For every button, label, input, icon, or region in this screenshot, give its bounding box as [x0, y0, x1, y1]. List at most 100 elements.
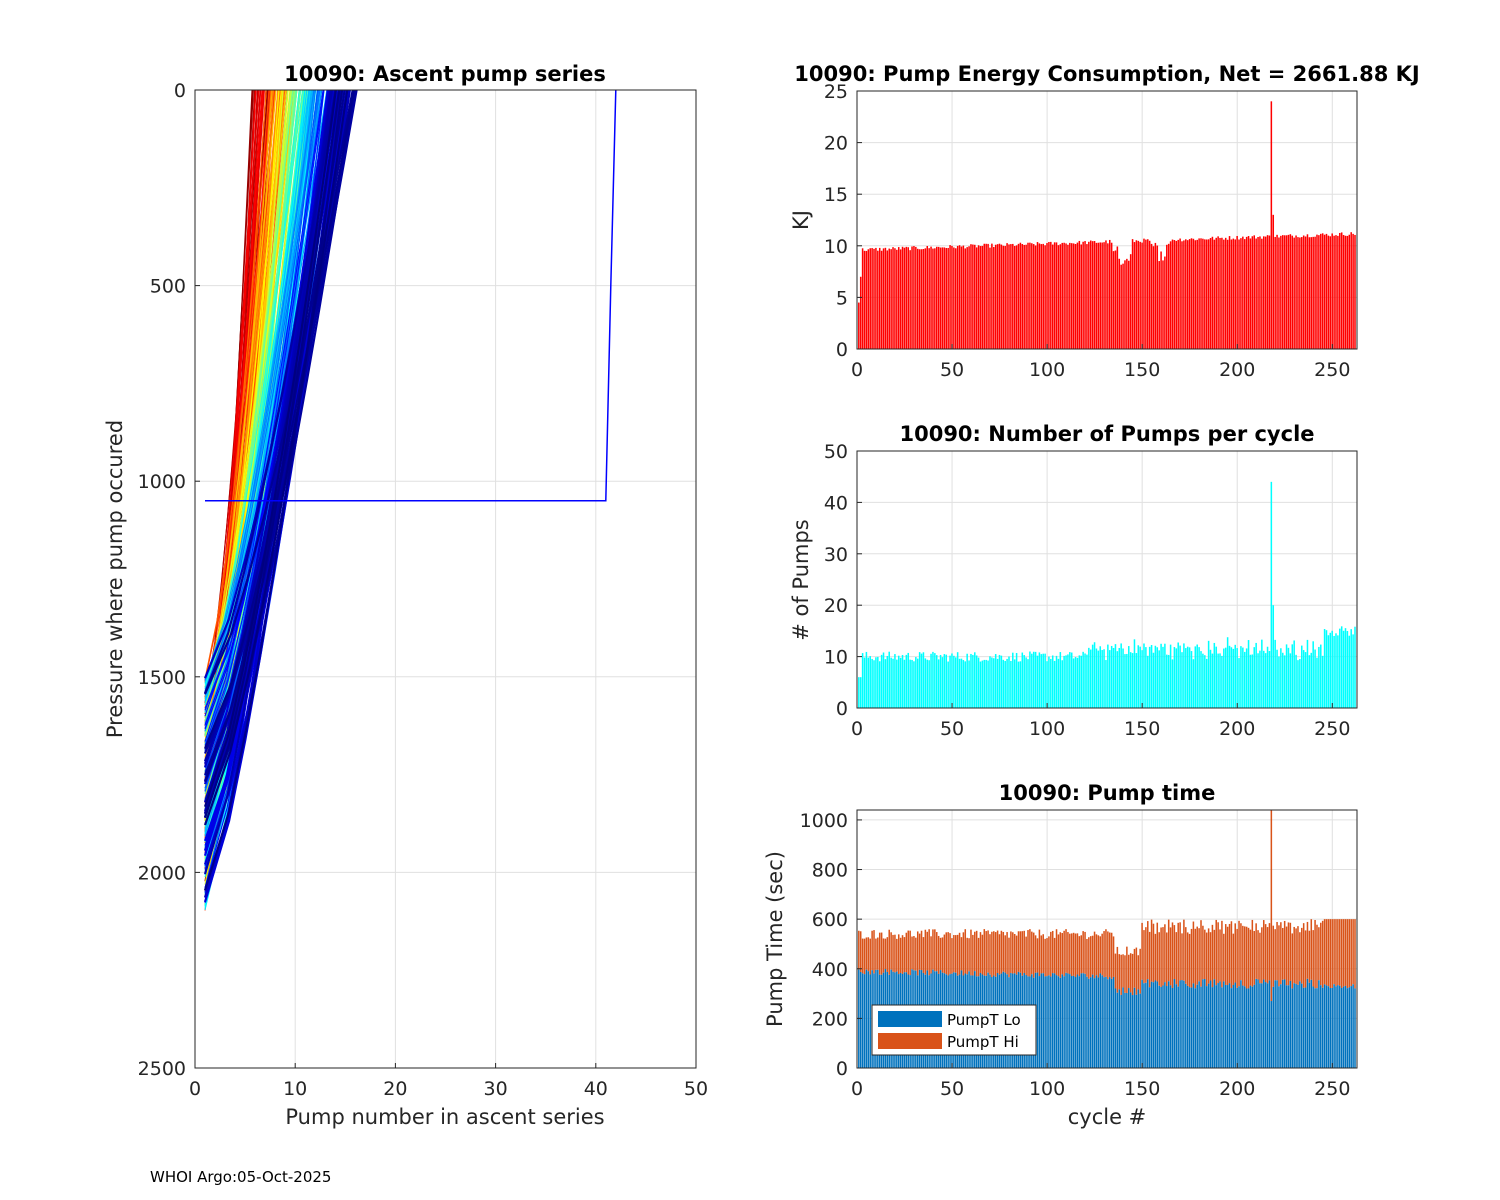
pumps-bar: [1147, 655, 1149, 708]
energy-bar: [955, 248, 957, 349]
energy-bar: [1000, 244, 1003, 349]
energy-bar: [1266, 235, 1269, 349]
energy-bar: [888, 248, 890, 349]
energy-bar: [922, 249, 925, 349]
pumps-bar: [1059, 652, 1062, 708]
pumptime-hi-bar: [935, 932, 938, 972]
pumptime-ylabel: Pump Time (sec): [763, 851, 787, 1027]
pumptime-hi-bar: [1029, 929, 1031, 977]
pumps-bar: [1259, 650, 1261, 708]
pumptime-hi-bar: [926, 931, 929, 971]
pumptime-lo-bar: [1287, 985, 1290, 1068]
energy-bar: [1032, 244, 1035, 349]
footer-stamp: WHOI Argo:05-Oct-2025: [150, 1168, 331, 1186]
energy-bar: [875, 247, 877, 349]
pumptime-lo-bar: [1164, 982, 1166, 1068]
pumptime-hi-bar: [1042, 934, 1044, 974]
energy-bar: [1002, 245, 1005, 349]
energy-bar: [1038, 243, 1041, 349]
energy-bar: [894, 248, 896, 349]
pumps-bar: [1080, 655, 1082, 708]
energy-bar: [1340, 232, 1343, 349]
pumptime-hi-bar: [1150, 919, 1153, 982]
energy-bar: [1141, 242, 1143, 349]
pumps-bar: [1337, 635, 1339, 708]
pumps-bar: [1243, 651, 1246, 708]
pumptime-hi-bar: [875, 938, 877, 970]
energy-bar: [977, 245, 980, 349]
pumps-bar: [1171, 659, 1174, 708]
pumps-bar: [1072, 658, 1075, 708]
pumps-bar: [1112, 647, 1115, 708]
pumptime-lo-bar: [1131, 995, 1134, 1068]
pumptime-lo-bar: [1196, 984, 1198, 1068]
pumptime-hi-bar: [1295, 928, 1297, 984]
pumps-bar: [985, 659, 987, 708]
pumps-bar: [1188, 647, 1191, 708]
pumps-chart: 0 50 100 150 200 250 0 10 20 30 40 50 10090: Number…: [789, 422, 1358, 740]
pumptime-lo-bar: [1086, 976, 1088, 1068]
pumps-bar: [1120, 643, 1122, 708]
energy-bar: [1103, 242, 1105, 349]
energy-bar: [1126, 258, 1128, 349]
energy-bar: [1240, 238, 1242, 349]
pumptime-hi-bar: [1147, 921, 1149, 980]
pumptime-hi-bar: [1055, 929, 1058, 976]
pumps-bar: [998, 654, 1001, 708]
energy-bar: [928, 248, 930, 349]
pumptime-lo-bar: [1101, 975, 1103, 1068]
ascent-xtick-label: 50: [684, 1078, 708, 1100]
pumptime-lo-bar: [1198, 981, 1200, 1068]
energy-bar: [1167, 243, 1170, 349]
pumptime-hi-bar: [1205, 932, 1208, 987]
legend-hi-swatch: [878, 1033, 942, 1049]
pumptime-lo-bar: [1042, 973, 1044, 1068]
pumptime-hi-bar: [977, 937, 980, 977]
energy-bar: [1169, 241, 1172, 349]
pumps-bar: [1131, 653, 1134, 708]
pumptime-lo-bar: [1040, 973, 1043, 1068]
pumptime-ytick-label: 1000: [800, 810, 848, 832]
pumptime-lo-bar: [1354, 988, 1356, 1068]
pumptime-hi-bar: [941, 937, 944, 973]
pumps-xtick-label: 250: [1314, 718, 1350, 740]
pumps-bar: [1274, 639, 1276, 708]
pumps-bar: [958, 658, 961, 708]
pumptime-hi-bar: [1323, 919, 1326, 985]
pumptime-hi-bar: [1019, 931, 1022, 973]
pumptime-hi-bar: [873, 930, 875, 974]
pumptime-hi-bar: [897, 934, 900, 975]
pumps-bar: [1301, 645, 1303, 708]
pumps-bar: [1109, 650, 1111, 708]
energy-bar: [1179, 238, 1181, 349]
energy-bar: [1204, 239, 1206, 349]
energy-ytick-label: 5: [836, 287, 848, 309]
pumptime-hi-bar: [1008, 937, 1010, 978]
pumptime-lo-bar: [1044, 976, 1046, 1068]
pumps-bar: [1032, 651, 1035, 708]
pumptime-lo-bar: [1084, 973, 1086, 1068]
energy-bar: [1272, 214, 1275, 349]
pumptime-hi-bar: [1321, 920, 1324, 988]
energy-ytick-label: 25: [824, 81, 848, 103]
pumps-bar: [882, 652, 885, 708]
pumptime-lo-bar: [1230, 988, 1233, 1068]
pumps-bar: [1289, 653, 1292, 708]
energy-bar: [1245, 236, 1248, 349]
pumptime-hi-bar: [1243, 926, 1246, 987]
pumptime-hi-bar: [1320, 922, 1322, 986]
energy-bar: [991, 243, 993, 349]
ascent-ytick-label: 1000: [138, 471, 186, 493]
pumptime-hi-bar: [1048, 936, 1050, 976]
energy-bar: [1143, 238, 1145, 349]
pumptime-hi-bar: [1291, 933, 1294, 989]
pumptime-lo-bar: [1183, 980, 1185, 1068]
pumptime-title: 10090: Pump time: [999, 781, 1216, 805]
energy-bar: [1034, 245, 1037, 349]
pumptime-lo-bar: [1046, 976, 1048, 1068]
pumptime-hi-bar: [951, 938, 953, 974]
pumps-bar: [886, 655, 889, 708]
pumptime-lo-bar: [1247, 988, 1250, 1068]
pumptime-lo-bar: [1143, 983, 1145, 1068]
pumps-bar: [1013, 659, 1016, 708]
